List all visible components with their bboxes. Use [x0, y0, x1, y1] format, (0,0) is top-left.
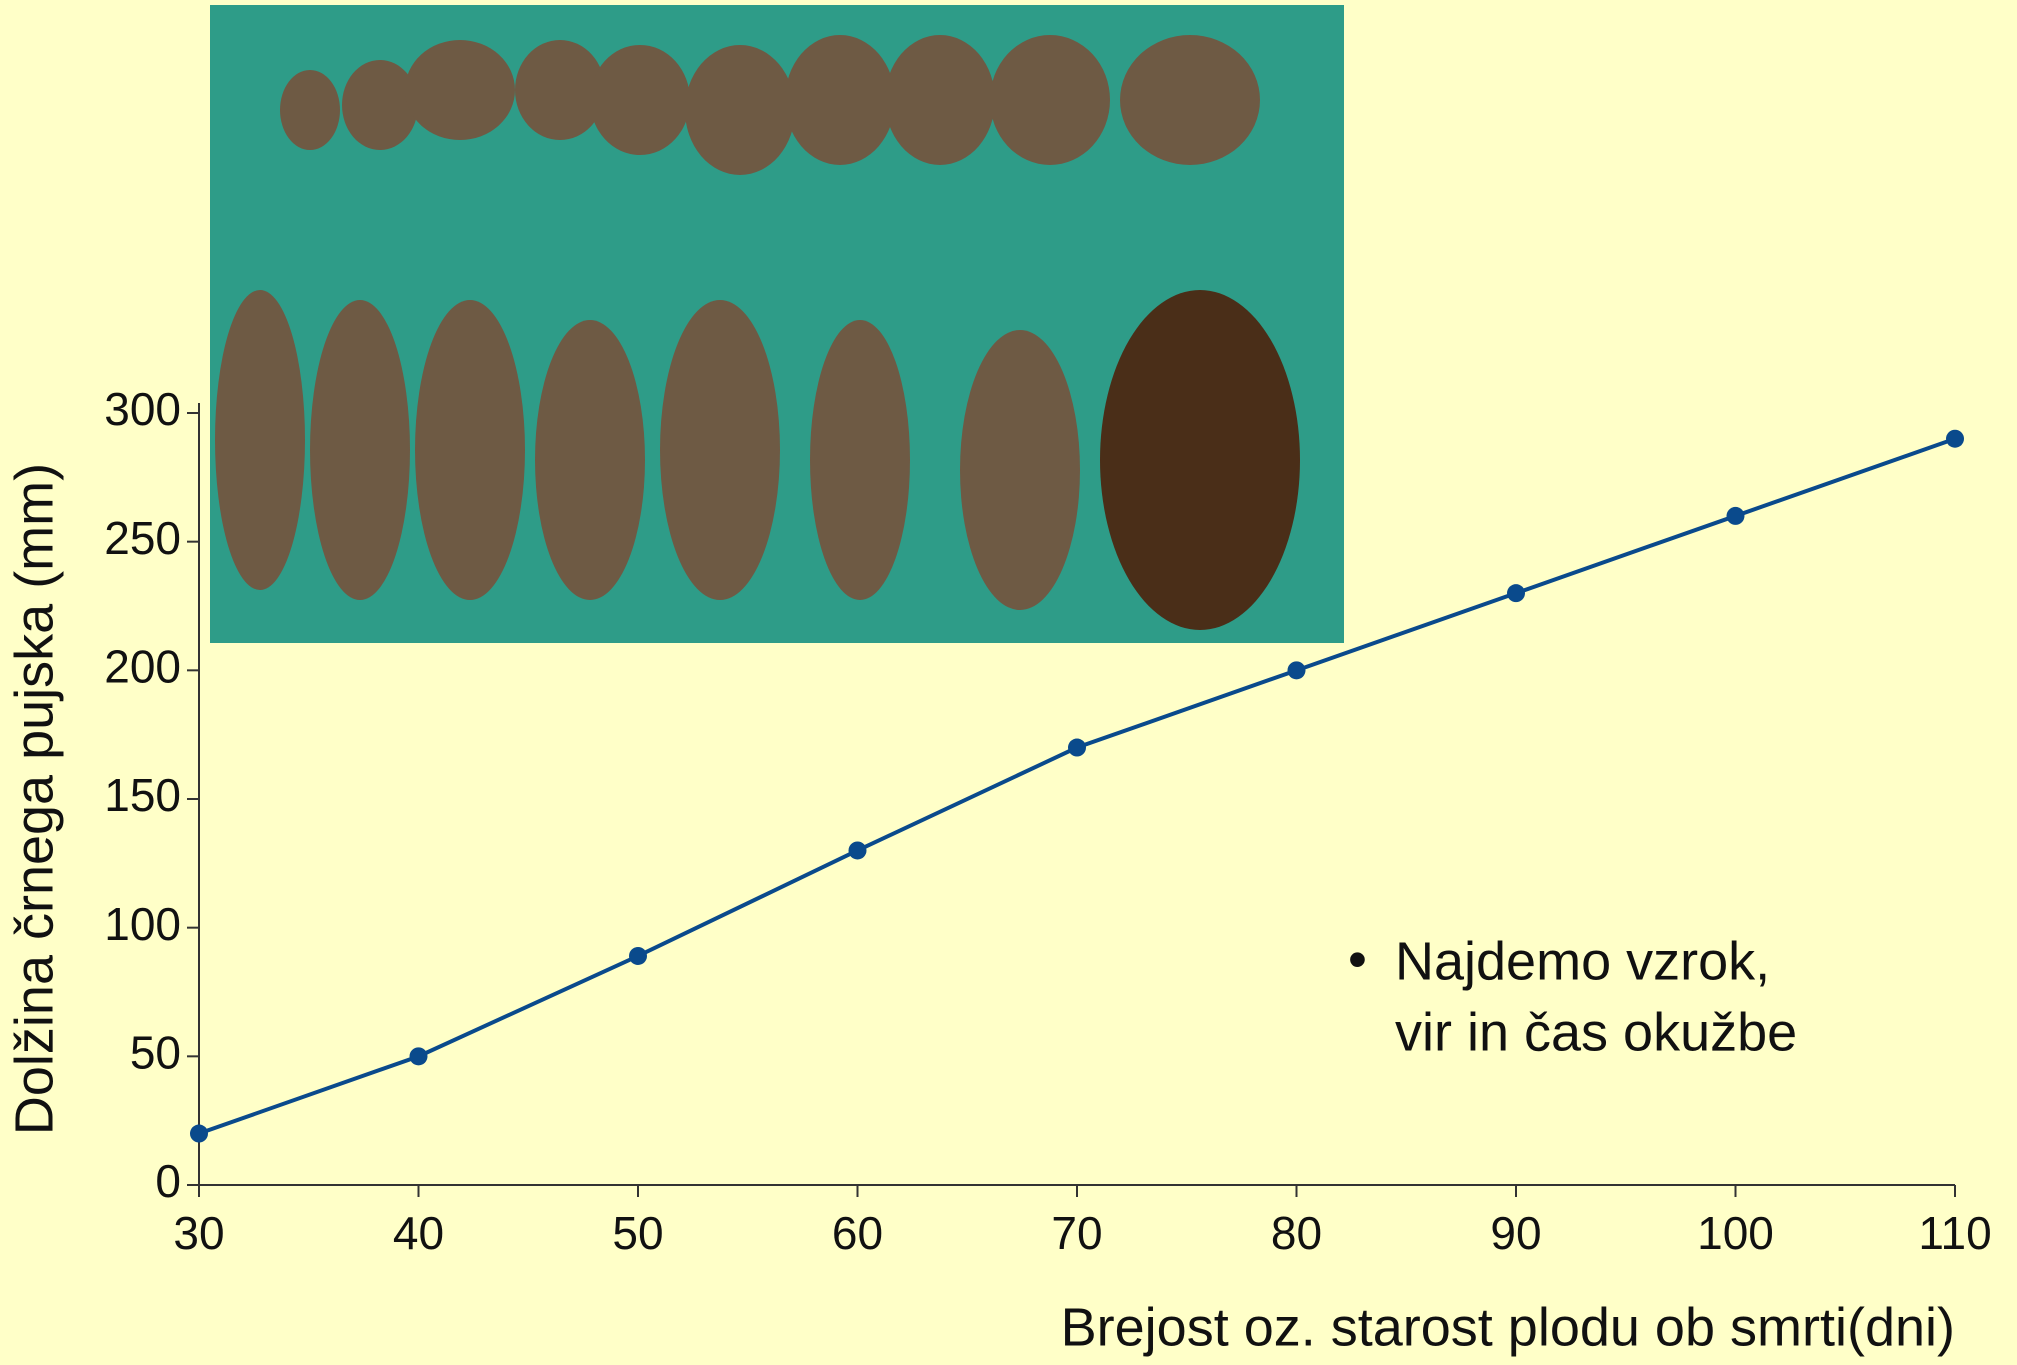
data-point [629, 946, 647, 965]
annotation: vir in čas okužbe [1395, 1002, 1797, 1062]
y-tick-label: 100 [104, 898, 181, 950]
x-tick-label: 70 [1051, 1207, 1102, 1259]
y-tick-label: 300 [104, 383, 181, 435]
data-point [1726, 506, 1745, 525]
photo [210, 5, 1344, 643]
data-point [848, 841, 867, 860]
data-point [190, 1124, 208, 1143]
x-tick-label: 80 [1271, 1207, 1322, 1259]
x-tick-label: 90 [1490, 1207, 1541, 1259]
y-tick-label: 200 [104, 640, 181, 692]
x-tick-label: 30 [173, 1207, 224, 1259]
data-point [1946, 429, 1964, 448]
y-tick-label: 50 [130, 1026, 181, 1078]
y-tick-label: 150 [104, 769, 181, 821]
bullet: • [1348, 929, 1367, 989]
data-point [1068, 738, 1086, 757]
annotation: Najdemo vzrok, [1395, 931, 1770, 991]
x-tick-label: 50 [612, 1207, 663, 1259]
y-tick-label: 250 [104, 512, 181, 564]
x-tick-label: 40 [393, 1207, 444, 1259]
x-tick-label: 60 [832, 1207, 883, 1259]
data-point [1287, 661, 1306, 680]
data-point [1507, 584, 1525, 603]
y-tick-label: 0 [155, 1155, 181, 1207]
data-point [409, 1047, 428, 1066]
x-tick-label: 110 [1918, 1207, 1991, 1259]
x-tick-label: 100 [1697, 1207, 1774, 1259]
y-axis-title: Dolžina črnega pujska (mm) [4, 463, 64, 1135]
x-axis-title: Brejost oz. starost plodu ob smrti(dni) [1061, 1297, 1955, 1357]
